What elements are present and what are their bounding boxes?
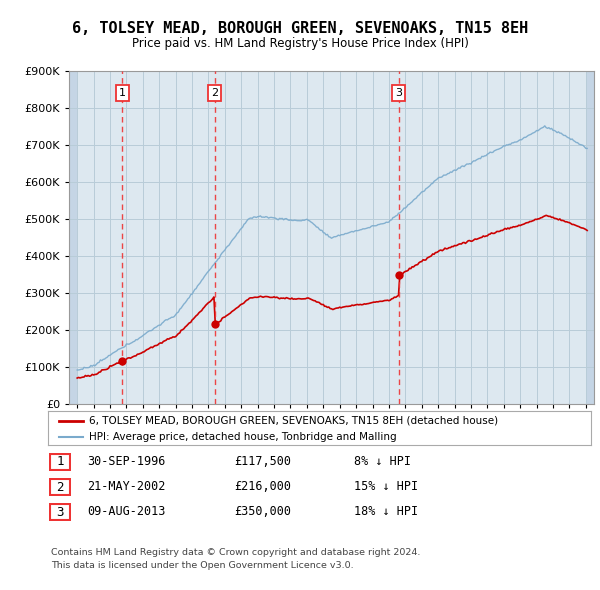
Bar (69, 71, 77, 404)
Text: 8% ↓ HPI: 8% ↓ HPI (354, 455, 411, 468)
Text: 15% ↓ HPI: 15% ↓ HPI (354, 480, 418, 493)
Text: £216,000: £216,000 (234, 480, 291, 493)
Text: 2: 2 (211, 88, 218, 98)
Text: Price paid vs. HM Land Registry's House Price Index (HPI): Price paid vs. HM Land Registry's House … (131, 37, 469, 50)
Text: 30-SEP-1996: 30-SEP-1996 (87, 455, 166, 468)
Text: 3: 3 (395, 88, 402, 98)
Text: 2: 2 (56, 481, 64, 494)
Text: £350,000: £350,000 (234, 505, 291, 518)
Text: Contains HM Land Registry data © Crown copyright and database right 2024.: Contains HM Land Registry data © Crown c… (51, 548, 421, 556)
FancyBboxPatch shape (50, 454, 70, 470)
Text: 3: 3 (56, 506, 64, 519)
Text: 09-AUG-2013: 09-AUG-2013 (87, 505, 166, 518)
Text: 1: 1 (56, 455, 64, 468)
Text: 18% ↓ HPI: 18% ↓ HPI (354, 505, 418, 518)
Text: 6, TOLSEY MEAD, BOROUGH GREEN, SEVENOAKS, TN15 8EH: 6, TOLSEY MEAD, BOROUGH GREEN, SEVENOAKS… (72, 21, 528, 36)
Text: £117,500: £117,500 (234, 455, 291, 468)
Bar (586, 71, 594, 404)
Text: HPI: Average price, detached house, Tonbridge and Malling: HPI: Average price, detached house, Tonb… (89, 432, 397, 442)
Text: 6, TOLSEY MEAD, BOROUGH GREEN, SEVENOAKS, TN15 8EH (detached house): 6, TOLSEY MEAD, BOROUGH GREEN, SEVENOAKS… (89, 416, 498, 426)
Text: 21-MAY-2002: 21-MAY-2002 (87, 480, 166, 493)
FancyBboxPatch shape (50, 479, 70, 496)
Text: This data is licensed under the Open Government Licence v3.0.: This data is licensed under the Open Gov… (51, 560, 353, 569)
Text: 1: 1 (119, 88, 126, 98)
FancyBboxPatch shape (50, 504, 70, 520)
